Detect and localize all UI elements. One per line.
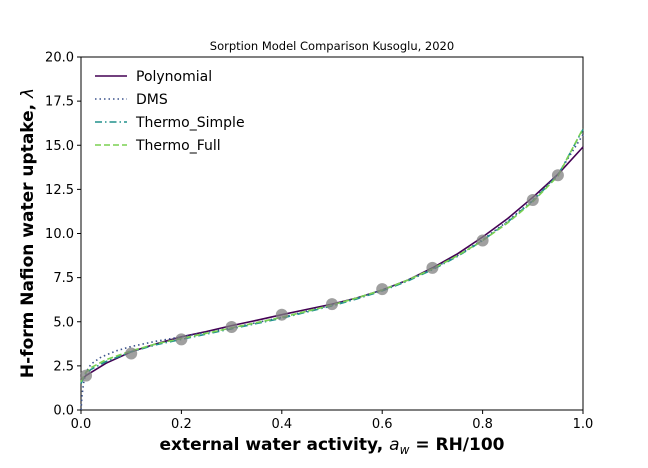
- data-point: [476, 234, 489, 247]
- y-axis: 0.0 2.5 5.0 7.5 10.0 12.5 15.0 17.5 20.0: [45, 51, 81, 419]
- x-axis-label-rest: = RH/100: [409, 435, 504, 455]
- data-point: [275, 308, 288, 321]
- plot-area: [80, 56, 584, 411]
- x-tick-label: 0.0: [71, 417, 92, 432]
- x-tick-label: 0.2: [171, 417, 192, 432]
- x-axis-label-sub: w: [400, 443, 410, 457]
- x-axis: 0.0 0.2 0.4 0.6 0.8 1.0: [71, 410, 594, 432]
- series-layer: [80, 128, 584, 411]
- legend-label: Thermo_Full: [135, 138, 221, 154]
- data-point: [125, 347, 138, 360]
- y-tick-label: 12.5: [45, 183, 74, 198]
- x-tick-label: 0.8: [472, 417, 493, 432]
- y-tick-label: 10.0: [45, 227, 74, 242]
- y-axis-label: H-form Nafion water uptake, λ: [18, 88, 38, 378]
- data-point: [426, 261, 439, 274]
- x-axis-label-var: a: [389, 435, 399, 455]
- series-line-dms: [80, 134, 584, 411]
- x-tick-label: 0.6: [372, 417, 393, 432]
- y-tick-label: 2.5: [53, 359, 74, 374]
- x-axis-label: external water activity, aw = RH/100: [159, 435, 504, 457]
- y-axis-label-var: λ: [18, 88, 38, 99]
- x-tick-label: 0.4: [271, 417, 292, 432]
- legend-label: Thermo_Simple: [135, 115, 245, 131]
- y-tick-label: 0.0: [53, 404, 74, 419]
- data-point: [551, 169, 564, 182]
- data-point: [175, 333, 188, 346]
- y-tick-label: 15.0: [45, 139, 74, 154]
- data-point: [326, 298, 338, 311]
- x-tick-label: 1.0: [573, 417, 594, 432]
- series-line-thermo-simple: [80, 129, 584, 384]
- data-point: [526, 193, 539, 206]
- chart-title: Sorption Model Comparison Kusoglu, 2020: [210, 39, 454, 53]
- y-tick-label: 7.5: [53, 271, 74, 286]
- points-layer: [80, 169, 564, 382]
- x-axis-label-text: external water activity,: [159, 435, 389, 455]
- y-axis-label-text: H-form Nafion water uptake,: [18, 98, 38, 378]
- y-tick-label: 5.0: [53, 315, 74, 330]
- y-tick-label: 17.5: [45, 95, 74, 110]
- data-point: [376, 283, 389, 296]
- y-tick-label: 20.0: [45, 51, 74, 66]
- legend: Polynomial DMS Thermo_Simple Thermo_Full: [95, 69, 245, 154]
- data-point: [225, 321, 238, 334]
- plot-frame: [80, 56, 584, 411]
- legend-label: DMS: [136, 92, 168, 108]
- data-point: [80, 369, 93, 382]
- legend-label: Polynomial: [136, 69, 212, 85]
